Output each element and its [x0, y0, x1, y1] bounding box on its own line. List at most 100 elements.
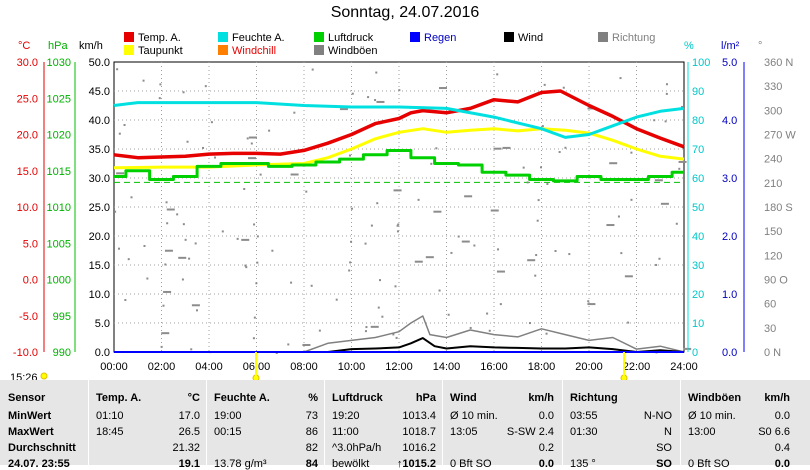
direction-point	[184, 238, 187, 241]
legend-item: Windböen	[314, 45, 378, 57]
direction-point	[339, 108, 348, 111]
header-wind-unit: km/h	[528, 392, 554, 404]
direction-point	[252, 337, 255, 340]
dir-tick-label: 120	[764, 250, 782, 262]
x-tick-label: 00:00	[100, 361, 128, 373]
series-taupunkt	[113, 127, 685, 170]
direction-point	[123, 124, 126, 127]
header-press-unit: hPa	[415, 392, 436, 404]
x-tick-label: 14:00	[433, 361, 461, 373]
direction-point	[658, 257, 661, 260]
direction-point	[675, 222, 678, 225]
stats-cell: 1016.2	[402, 442, 436, 454]
direction-point	[473, 244, 476, 247]
direction-point	[496, 270, 505, 273]
temp-tick-label: 10.0	[17, 202, 38, 214]
stats-cell: 0.4	[774, 442, 790, 454]
wind-tick-label: 25.0	[89, 202, 110, 214]
press-tick-label: 1025	[47, 93, 71, 105]
direction-point	[163, 290, 172, 293]
direction-point	[496, 73, 499, 76]
dir-tick-label: 300	[764, 105, 782, 117]
stats-cell: 03:55	[570, 410, 598, 422]
x-tick-label: 24:00	[670, 361, 698, 373]
stats-row-label: 24.07. 23:55	[8, 458, 70, 470]
legend-label: Temp. A.	[138, 32, 181, 44]
direction-point	[396, 230, 399, 233]
stats-cell: 73	[305, 410, 318, 422]
x-tick-label: 16:00	[480, 361, 508, 373]
rain-tick-label: 0.0	[722, 347, 737, 359]
dir-tick-label: 60	[764, 299, 776, 311]
direction-point	[430, 162, 433, 165]
legend-swatch	[314, 45, 324, 55]
direction-point	[660, 202, 669, 205]
stats-cell: S0 6.6	[758, 426, 790, 438]
legend-item: Luftdruck	[314, 32, 373, 44]
direction-point	[318, 329, 321, 332]
header-gust: Windböen	[688, 392, 742, 404]
press-axis-unit: hPa	[48, 40, 68, 52]
legend-swatch	[218, 32, 228, 42]
direction-point	[654, 179, 663, 182]
stats-row-label: MaxWert	[8, 426, 54, 438]
wind-tick-label: 35.0	[89, 144, 110, 156]
direction-point	[191, 304, 200, 307]
direction-point	[311, 68, 314, 71]
direction-point	[486, 312, 489, 315]
stats-cell: 17.0	[178, 410, 200, 422]
press-tick-label: 1000	[47, 275, 71, 287]
direction-point	[461, 240, 470, 243]
direction-point	[499, 303, 502, 306]
legend-item: Taupunkt	[124, 45, 183, 57]
direction-point	[210, 121, 213, 124]
rain-axis-unit: l/m²	[721, 40, 740, 52]
wind-tick-label: 0.0	[95, 347, 110, 359]
stats-cell: 13.78 g/m³	[214, 458, 267, 470]
stats-cell: 19.1	[178, 458, 200, 470]
stats-cell: 0 Bft SO	[450, 458, 492, 470]
direction-point	[587, 303, 596, 306]
direction-point	[653, 119, 656, 122]
direction-point	[246, 137, 249, 140]
direction-point	[244, 264, 247, 267]
direction-point	[349, 261, 352, 264]
direction-point	[624, 275, 633, 278]
direction-point	[335, 298, 338, 301]
header-gust-unit: km/h	[764, 392, 790, 404]
stats-cell: 13:05	[450, 426, 478, 438]
press-tick-label: 1030	[47, 57, 71, 69]
direction-point	[497, 248, 500, 251]
rain-tick-label: 2.0	[722, 231, 737, 243]
legend-label: Richtung	[612, 32, 656, 44]
series-wind	[114, 337, 685, 353]
direction-point	[127, 258, 130, 261]
direction-point	[248, 136, 257, 139]
legend-swatch	[124, 32, 134, 42]
direction-point	[627, 321, 630, 324]
header-wind: Wind	[450, 392, 477, 404]
hum-tick-label: 40	[692, 231, 704, 243]
direction-point	[243, 187, 246, 190]
stats-cell: SO	[656, 458, 672, 470]
hum-tick-label: 60	[692, 173, 704, 185]
direction-point	[236, 237, 239, 240]
wind-tick-label: 15.0	[89, 260, 110, 272]
direction-point	[188, 257, 191, 260]
temp-tick-label: 5.0	[23, 238, 38, 250]
legend-label: Windchill	[232, 45, 277, 57]
legend-swatch	[218, 45, 228, 55]
direction-point	[535, 254, 538, 257]
direction-point	[190, 348, 193, 351]
direction-point	[160, 345, 163, 348]
direction-point	[350, 207, 353, 210]
stats-cell: 13:00	[688, 426, 716, 438]
x-tick-label: 10:00	[338, 361, 366, 373]
direction-point	[527, 259, 536, 262]
temp-tick-label: -5.0	[19, 311, 38, 323]
rain-tick-label: 5.0	[722, 57, 737, 69]
direction-point	[202, 146, 205, 149]
direction-point	[395, 336, 398, 339]
direction-point	[166, 222, 169, 225]
dir-tick-label: 270 W	[764, 130, 796, 142]
